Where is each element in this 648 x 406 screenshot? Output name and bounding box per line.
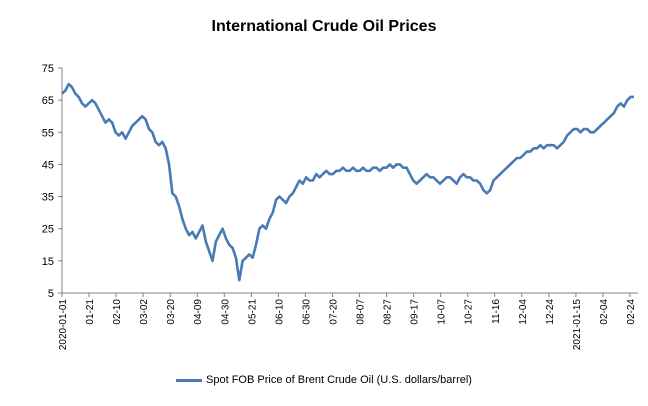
x-tick-label: 08-27 (383, 299, 394, 325)
x-tick-label: 06-30 (301, 299, 312, 325)
x-tick-label: 08-07 (356, 299, 367, 325)
x-tick-label: 10-27 (464, 299, 475, 325)
chart-title: International Crude Oil Prices (211, 18, 437, 35)
x-tick-label: 12-04 (518, 299, 529, 325)
x-tick-label: 01-21 (85, 299, 96, 325)
x-tick-label: 05-21 (247, 299, 258, 325)
y-tick-label: 15 (42, 256, 54, 268)
y-tick-label: 65 (42, 95, 54, 107)
x-tick-label: 09-17 (410, 299, 421, 325)
x-tick-label: 02-24 (626, 299, 637, 325)
x-tick-label: 07-20 (328, 299, 339, 325)
y-tick-label: 55 (42, 127, 54, 139)
x-tick-label: 03-02 (139, 299, 150, 325)
legend: Spot FOB Price of Brent Crude Oil (U.S. … (0, 374, 648, 386)
y-tick-label: 35 (42, 192, 54, 204)
legend-label: Spot FOB Price of Brent Crude Oil (U.S. … (206, 374, 472, 386)
legend-swatch (176, 378, 203, 382)
y-tick-label: 45 (42, 159, 54, 171)
x-tick-label: 2020-01-01 (58, 299, 69, 351)
x-tick-label: 10-07 (437, 299, 448, 325)
series-line (61, 82, 634, 282)
x-tick-label: 12-24 (545, 299, 556, 325)
x-tick-label: 04-30 (220, 299, 231, 325)
y-tick-label: 25 (42, 224, 54, 236)
y-tick-label: 5 (48, 288, 54, 300)
x-tick-label: 06-10 (274, 299, 285, 325)
x-tick-label: 04-09 (193, 299, 204, 325)
x-tick-label: 02-04 (599, 299, 610, 325)
x-tick-label: 02-10 (112, 299, 123, 325)
x-tick-label: 11-16 (491, 299, 502, 324)
y-tick-label: 75 (42, 63, 54, 75)
x-tick-label: 2021-01-15 (572, 299, 583, 351)
x-tick-label: 03-20 (166, 299, 177, 325)
